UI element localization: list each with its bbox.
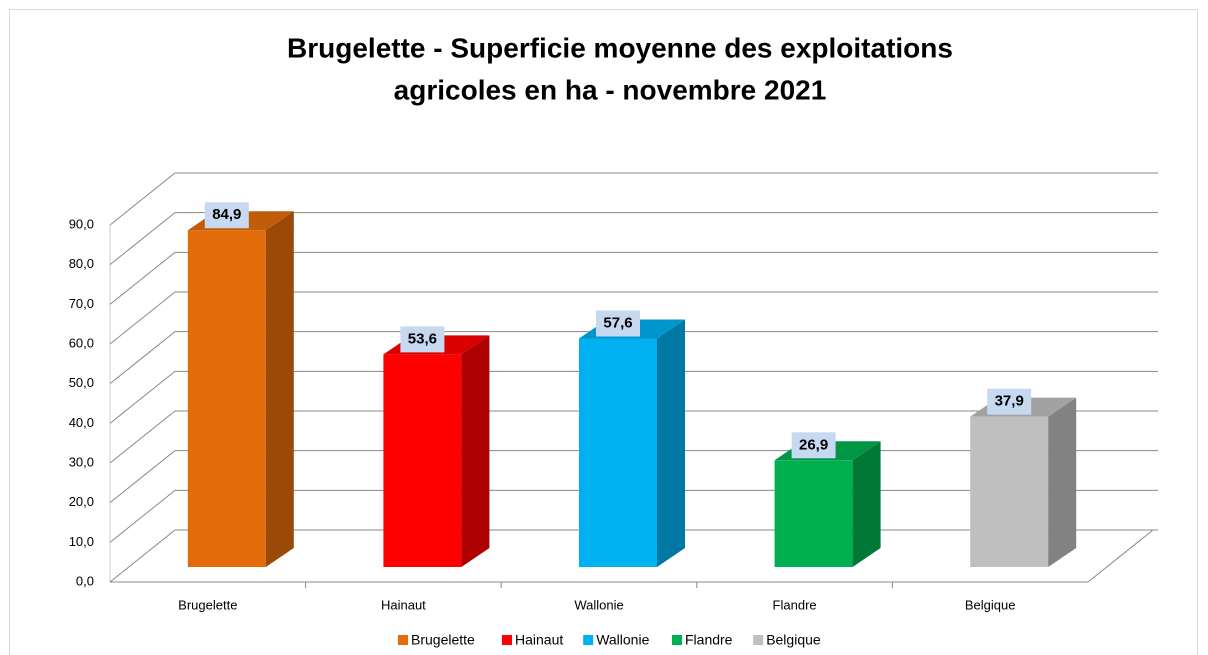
value-label: 26,9: [799, 436, 828, 453]
value-label-box: [791, 432, 836, 459]
legend-label: Wallonie: [596, 632, 649, 648]
grid-line: [109, 172, 1158, 226]
chart-title: agricoles en ha - novembre 2021: [394, 74, 827, 105]
x-tick-label: Flandre: [773, 597, 817, 612]
value-label-box: [204, 202, 249, 229]
x-tick-label: Wallonie: [574, 597, 623, 612]
grid-line: [109, 251, 1158, 305]
legend-label: Belgique: [766, 632, 821, 648]
bar-front: [383, 354, 462, 567]
bar-side: [1048, 397, 1077, 567]
y-tick-label: 20,0: [69, 494, 94, 509]
y-tick-label: 0,0: [76, 573, 94, 588]
grid-line: [109, 331, 1158, 385]
bar-front: [187, 230, 266, 568]
y-tick-label: 90,0: [69, 216, 94, 231]
grid-line: [109, 212, 1158, 266]
legend-swatch: [398, 635, 408, 645]
y-tick-label: 80,0: [69, 256, 94, 271]
bar-side: [461, 335, 490, 567]
legend-swatch: [502, 635, 512, 645]
y-tick-label: 40,0: [69, 415, 94, 430]
floor-edge: [1087, 529, 1154, 583]
bar-side: [657, 319, 685, 567]
legend-label: Brugelette: [411, 632, 475, 648]
chart-frame: [9, 9, 1198, 655]
y-tick-label: 60,0: [69, 335, 94, 350]
value-label: 57,6: [603, 314, 632, 331]
legend-swatch: [583, 635, 594, 645]
legend-label: Flandre: [685, 632, 733, 648]
y-tick-label: 10,0: [69, 534, 94, 549]
bar-side: [265, 211, 294, 568]
legend-swatch: [753, 635, 764, 645]
y-tick-label: 50,0: [69, 375, 94, 390]
legend-label: Hainaut: [515, 632, 563, 648]
grid-line: [109, 370, 1158, 424]
legend-swatch: [672, 635, 682, 645]
y-tick-label: 30,0: [69, 454, 94, 469]
bar-front: [774, 460, 853, 567]
grid-line: [109, 410, 1158, 464]
value-label: 53,6: [408, 330, 437, 347]
x-tick-label: Hainaut: [381, 597, 426, 612]
value-label: 84,9: [212, 206, 241, 223]
value-label: 37,9: [995, 393, 1024, 410]
value-label-box: [596, 310, 640, 337]
bar-front: [579, 338, 657, 567]
bar-front: [970, 416, 1049, 567]
x-tick-label: Belgique: [965, 597, 1016, 612]
x-tick-label: Brugelette: [178, 597, 237, 612]
value-label-box: [987, 388, 1032, 415]
chart-title: Brugelette - Superficie moyenne des expl…: [287, 32, 953, 63]
value-label-box: [400, 326, 445, 353]
grid-line: [109, 291, 1158, 345]
bar-side: [852, 441, 881, 567]
y-tick-label: 70,0: [69, 296, 94, 311]
